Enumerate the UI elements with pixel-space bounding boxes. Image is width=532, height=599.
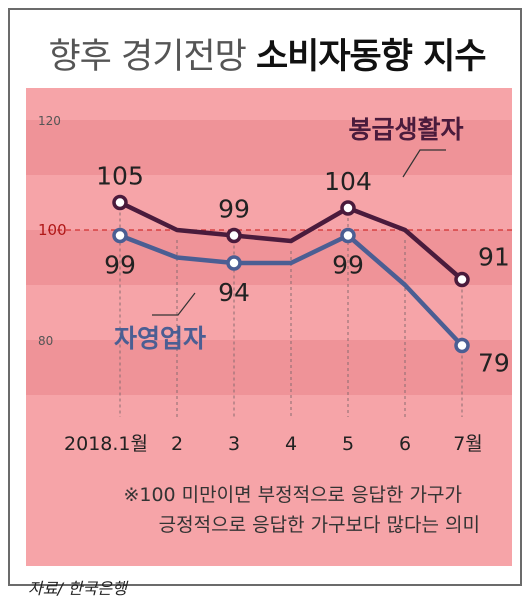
data-label: 99 [218,195,250,224]
line-chart: 80 100 120 2018.1월 2 3 4 5 6 7월 105 99 104 91 99 94 99 79… [26,114,512,536]
series-name-label: 봉급생활자 [348,115,463,144]
data-point [226,255,242,271]
y-tick-label: 80 [38,334,53,348]
title-bold: 소비자동향 지수 [255,37,487,77]
infographic-frame: 향후 경기전망 소비자동향 지수 80 100 120 2018.1월 2 3 4 5 6 7월 1… [8,8,524,598]
y-tick-label: 100 [38,221,67,239]
source-credit: 자료/ 한국은행 [28,579,127,598]
data-point [340,200,356,216]
y-tick-label: 120 [38,114,61,128]
data-label: 105 [96,162,144,191]
data-label: 79 [478,349,510,378]
chart-title: 향후 경기전망 소비자동향 지수 [10,28,524,79]
x-tick-label: 4 [285,433,297,455]
callout-leader [152,292,196,316]
x-tick-label: 5 [342,433,354,455]
data-point [112,194,128,211]
chart-note: 긍정적으로 응답한 가구보다 많다는 의미 [159,514,480,536]
series-line [119,200,464,282]
title-light: 향후 경기전망 [48,37,246,77]
x-tick-label: 3 [228,433,240,455]
series-name-label: 자영업자 [114,324,206,353]
data-label: 99 [104,251,136,280]
grid-band [26,340,512,395]
x-tick-label: 2018.1월 [64,433,148,455]
series-line [119,233,464,348]
data-label: 91 [478,243,510,272]
x-tick-label: 7월 [453,433,483,455]
data-point [340,227,356,244]
data-label: 99 [332,251,364,280]
data-point [226,227,242,244]
grid-band [26,120,512,175]
data-point [454,271,470,288]
x-tick-label: 2 [171,433,183,455]
chart-note: ※100 미만이면 부정적으로 응답한 가구가 [123,484,462,506]
data-label: 104 [324,167,372,196]
x-tick-label: 6 [399,433,411,455]
data-label: 94 [218,278,250,307]
callout-leader [402,149,446,178]
data-point [454,337,470,354]
data-point [112,227,128,244]
